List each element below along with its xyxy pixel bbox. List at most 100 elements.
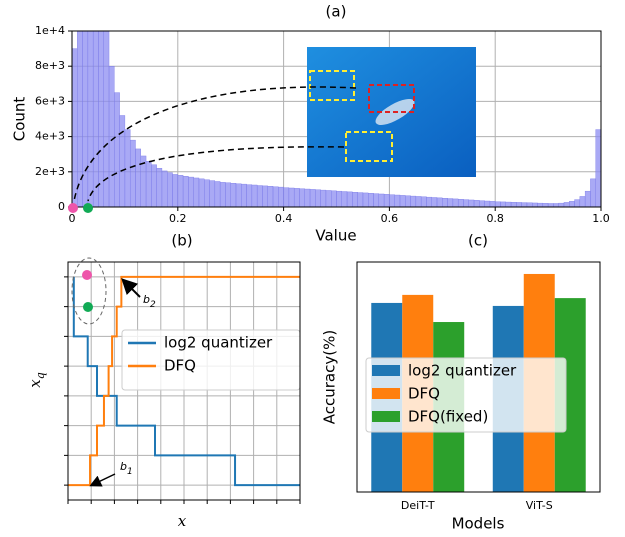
bar [346, 191, 353, 207]
legend-label: log2 quantizer [408, 362, 517, 380]
bar [500, 201, 506, 207]
pink-dot [68, 203, 78, 213]
bar [595, 129, 601, 207]
bar [436, 197, 443, 207]
bar [256, 185, 263, 207]
bar [219, 182, 226, 207]
annotation-sub: 1 [127, 467, 133, 477]
bar [521, 202, 528, 207]
y-axis-label: Accuracy(%) [321, 330, 339, 424]
bar [129, 139, 136, 207]
bar [563, 202, 570, 207]
inset-image [73, 47, 476, 202]
bar [431, 197, 438, 207]
bar [362, 192, 369, 207]
bar [373, 193, 380, 207]
x-tick-label: 0 [69, 212, 76, 225]
chart-title: (c) [468, 232, 488, 250]
bar [574, 199, 581, 207]
y-axis-label: xq [26, 372, 47, 388]
legend-swatch [372, 388, 400, 399]
axes-frame [71, 30, 602, 208]
bar [495, 201, 501, 207]
y-tick-label: 0 [58, 200, 65, 213]
annotation-base: b [143, 293, 150, 306]
bar [288, 187, 295, 207]
pink-dot [82, 270, 92, 280]
bar [145, 161, 152, 207]
plot-layer: (a) Value Count 0 0.2 0.4 0.6 0.8 1.0 0 2e+3 4e+3 6e… [11, 3, 610, 533]
legend-label: DFQ(fixed) [408, 408, 488, 426]
bar [389, 194, 395, 207]
legend-swatch [372, 411, 400, 422]
bar [510, 202, 517, 207]
bar [182, 175, 189, 207]
bar [505, 201, 512, 207]
x-tick-label: 0.6 [381, 212, 399, 225]
bars [72, 31, 601, 207]
bar [204, 179, 210, 207]
bar [299, 188, 305, 207]
bar [188, 176, 194, 207]
y-tick-label: 6e+3 [35, 94, 65, 107]
bar [225, 182, 231, 207]
series-line [72, 276, 300, 487]
x-tick-label: 0.4 [275, 212, 293, 225]
bar [267, 186, 274, 207]
bar [394, 194, 401, 207]
dashed-ellipse [71, 257, 107, 325]
annotation: b1 [120, 460, 133, 477]
bar [124, 129, 131, 207]
bar [420, 196, 427, 207]
bar [368, 193, 374, 207]
bar [309, 189, 316, 207]
x-tick-label: ViT-S [526, 499, 553, 512]
bar [537, 202, 544, 207]
bar [320, 189, 327, 207]
bar [590, 178, 596, 207]
bar [378, 193, 385, 207]
legend-swatch [372, 365, 400, 376]
bar [114, 92, 120, 207]
annotation-sub: 2 [150, 300, 156, 310]
y-tick-label: 4e+3 [35, 130, 65, 143]
bar [198, 178, 205, 207]
bar [209, 180, 216, 207]
y-axis-label: Count [11, 97, 29, 142]
bar [526, 202, 533, 207]
y-axis-label-base: x [26, 379, 44, 388]
bar [325, 190, 332, 207]
chart-title: (b) [171, 232, 192, 250]
bar [463, 199, 469, 207]
legend-label: DFQ [164, 357, 196, 375]
bar [177, 175, 184, 207]
bar [479, 200, 485, 207]
bar [272, 186, 279, 207]
bar [352, 192, 358, 207]
x-axis-label: Models [452, 515, 505, 533]
bar [304, 188, 311, 207]
bar [447, 198, 454, 207]
x-tick-label: 0.8 [486, 212, 504, 225]
bar [547, 203, 554, 207]
y-axis-label-sub: q [34, 372, 47, 379]
bar [442, 197, 448, 207]
bar [331, 190, 337, 207]
annotation: b2 [143, 293, 156, 310]
bar [452, 198, 459, 207]
bar [399, 195, 406, 207]
axes-frame [356, 261, 601, 493]
bar [72, 48, 78, 207]
bar [405, 195, 411, 207]
bar [278, 186, 284, 207]
bar [426, 196, 432, 207]
bar [251, 184, 258, 207]
bar [489, 201, 496, 207]
bar [246, 184, 253, 207]
bar [410, 195, 417, 207]
x-tick-label: DeiT-T [401, 499, 435, 512]
arrow [89, 473, 116, 487]
bar [230, 183, 237, 207]
